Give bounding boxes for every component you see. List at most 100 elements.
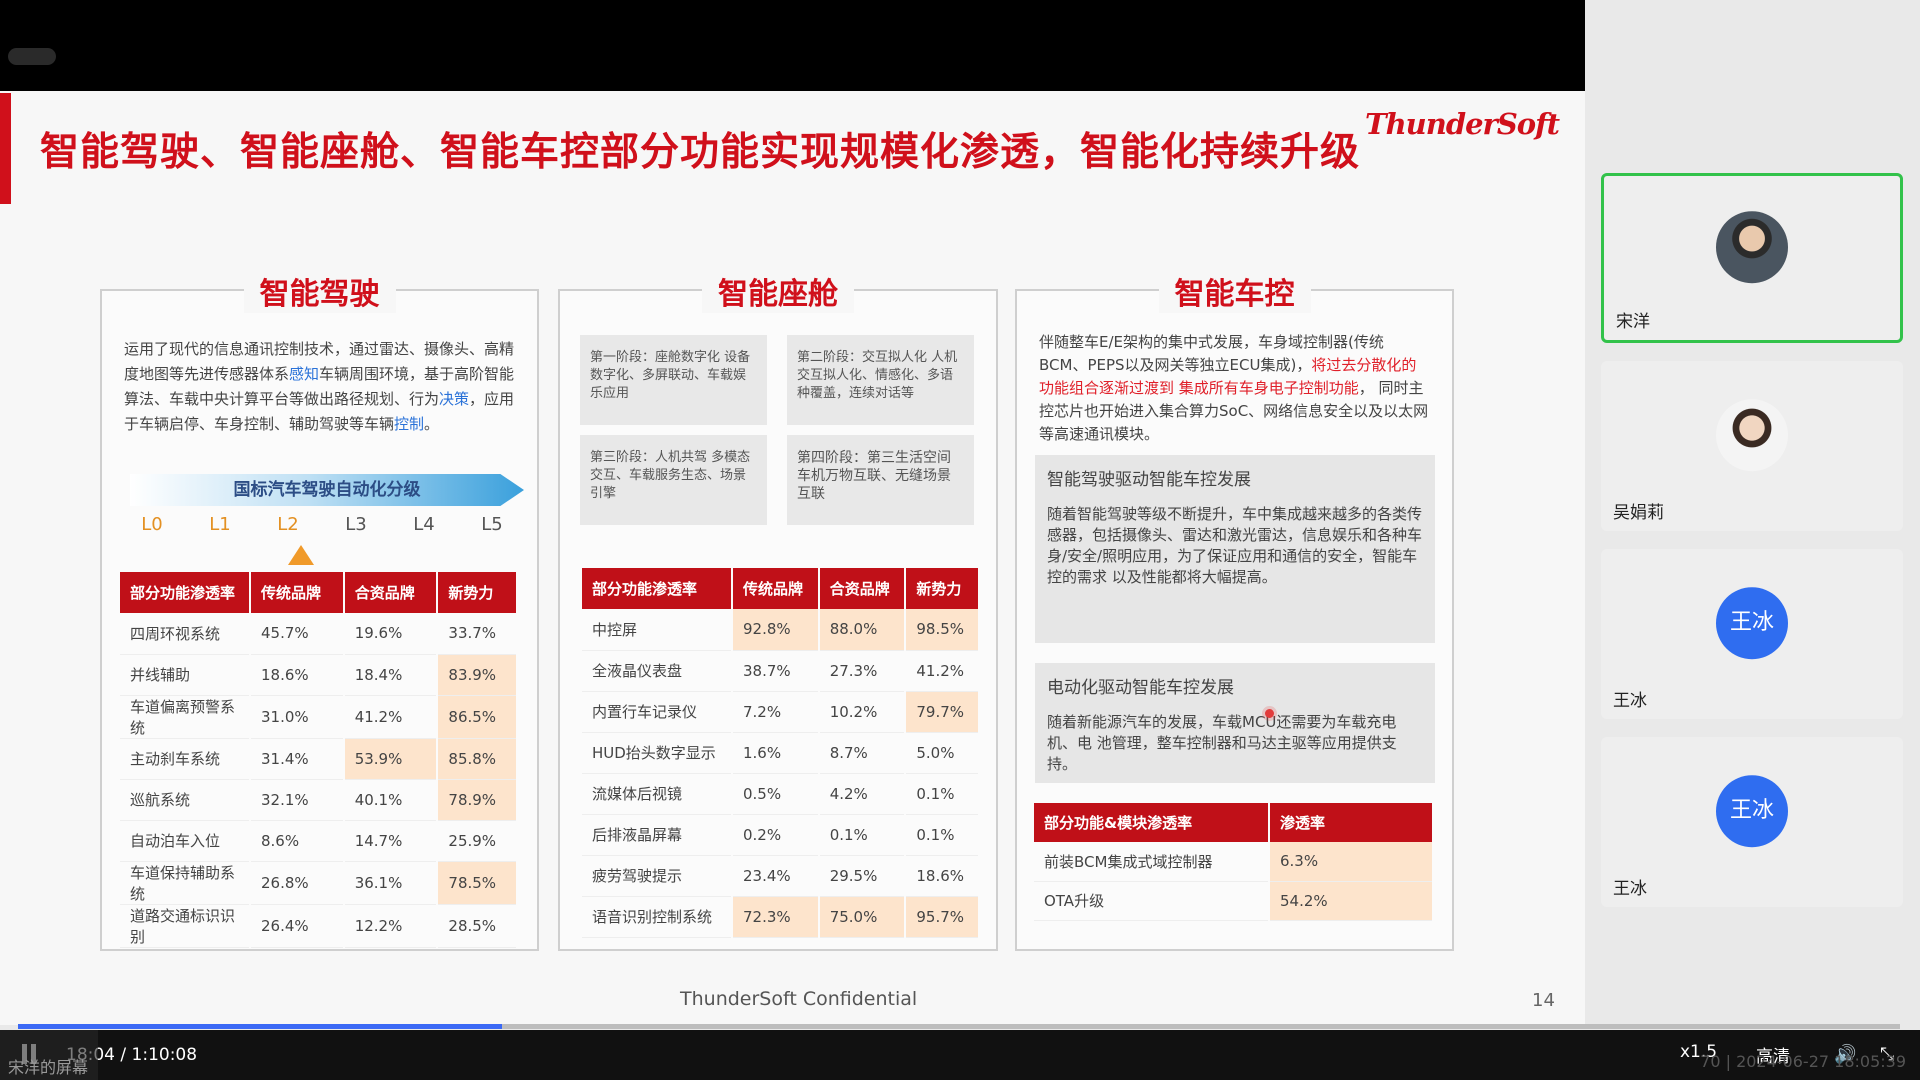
avatar [1716,211,1788,284]
playback-time: 18:04 / 1:10:08 [66,1045,198,1065]
table-header: 合资品牌 [818,568,907,609]
level-l4: L4 [413,514,435,535]
subsection-text: 随着新能源汽车的发展，车载MCU还需要为车载充电机、电 池管理，整车控制器和马达… [1047,713,1397,773]
table-cell: 18.6% [905,855,980,897]
participant-tile[interactable]: 吴娟莉 [1601,361,1903,531]
slide-page-number: 14 [1532,990,1555,1011]
table-cell: 98.5% [905,609,980,651]
table-cell: 95.7% [905,896,980,938]
table-row: 并线辅助 18.6% 18.4% 83.9% [120,654,518,696]
table-cell: 四周环视系统 [120,613,251,655]
table-cell: 25.9% [437,820,518,862]
participant-name: 宋洋 [1616,312,1650,332]
table-cell: 全液晶仪表盘 [582,650,733,692]
level-l3: L3 [345,514,367,535]
table-cell: 流媒体后视镜 [582,773,733,815]
cockpit-stage-3: 第三阶段：人机共驾 多模态交互、车载服务生态、场景引擎 [580,435,767,525]
panel-title: 智能驾驶 [243,269,396,313]
table-cell: 27.3% [818,650,907,692]
table-row: 疲劳驾驶提示 23.4% 29.5% 18.6% [582,855,980,897]
table-cell: 86.5% [437,695,518,739]
table-cell: 0.1% [818,814,907,856]
table-row: 前装BCM集成式域控制器 6.3% [1034,842,1434,882]
table-cell: 41.2% [905,650,980,692]
shared-slide: 智能驾驶、智能座舱、智能车控部分功能实现规模化渗透，智能化持续升级 Thunde… [0,91,1585,1025]
avatar [1716,399,1788,472]
level-marker-triangle-icon [288,545,314,565]
table-cell: 车道偏离预警系统 [120,695,251,739]
participant-name: 王冰 [1613,879,1647,899]
table-cell: 14.7% [343,820,439,862]
participant-tile-active[interactable]: 宋洋 [1601,173,1903,343]
control-subsection-driving: 智能驾驶驱动智能车控发展 随着智能驾驶等级不断提升，车中集成越来越多的各类传感器… [1035,455,1435,643]
control-subsection-electrification: 电动化驱动智能车控发展 随着新能源汽车的发展，车载MCU还需要为车载充电机、电 … [1035,663,1435,783]
table-row: 语音识别控制系统 72.3% 75.0% 95.7% [582,896,980,938]
table-cell: 车道保持辅助系统 [120,861,251,905]
window-control-pill[interactable] [8,48,56,65]
cockpit-penetration-table: 部分功能渗透率 传统品牌 合资品牌 新势力 中控屏 92.8% 88.0% 98.5%… [582,568,980,938]
level-l1: L1 [209,514,231,535]
table-row: 中控屏 92.8% 88.0% 98.5% [582,609,980,651]
driving-description: 运用了现代的信息通讯控制技术，通过雷达、摄像头、高精度地图等先进传感器体系感知车… [124,340,515,433]
table-cell: 5.0% [905,732,980,774]
subsection-title: 电动化驱动智能车控发展 [1047,678,1234,698]
table-row: HUD抬头数字显示 1.6% 8.7% 5.0% [582,732,980,774]
table-cell: 0.5% [732,773,820,815]
table-cell: 53.9% [343,738,439,780]
table-cell: 巡航系统 [120,779,251,821]
avatar: 王冰 [1716,587,1788,660]
table-row: OTA升级 54.2% [1034,881,1434,921]
table-cell: 31.0% [250,695,345,739]
table-row: 主动刹车系统 31.4% 53.9% 85.8% [120,738,518,780]
participant-tile[interactable]: 王冰 王冰 [1601,549,1903,719]
table-row: 道路交通标识识别 26.4% 12.2% 28.5% [120,904,518,948]
table-cell: 8.6% [250,820,345,862]
control-penetration-table: 部分功能&模块渗透率 渗透率 前装BCM集成式域控制器 6.3% OTA升级 54.… [1034,803,1434,921]
table-row: 自动泊车入位 8.6% 14.7% 25.9% [120,820,518,862]
playback-progress-bar[interactable] [18,1024,1900,1029]
table-cell: 后排液晶屏幕 [582,814,733,856]
watermark-stamp: 70 | 2024-06-27 18:05:39 [1700,1052,1906,1071]
table-cell: 并线辅助 [120,654,251,696]
participant-tile[interactable]: 王冰 王冰 [1601,737,1903,907]
speed-button[interactable]: x1.5 [1680,1042,1718,1062]
table-cell: 前装BCM集成式域控制器 [1034,842,1270,882]
table-cell: 36.1% [343,861,439,905]
table-cell: 0.1% [905,814,980,856]
table-cell: 4.2% [818,773,907,815]
table-cell: 18.4% [343,654,439,696]
table-cell: 主动刹车系统 [120,738,251,780]
table-cell: 道路交通标识识别 [120,904,251,948]
volume-icon[interactable]: 🔊 [1834,1044,1857,1065]
table-header: 传统品牌 [732,568,820,609]
exit-fullscreen-icon[interactable]: ⤡ [1880,1044,1895,1065]
top-black-bar [0,0,1585,91]
player-controls: 18:04 / 1:10:08 x1.5 高清 🔊 ⤡ [0,1030,1920,1080]
table-header: 部分功能渗透率 [120,572,251,613]
table-header: 部分功能渗透率 [582,568,733,609]
table-header: 传统品牌 [250,572,345,613]
table-cell: 0.1% [905,773,980,815]
table-row: 流媒体后视镜 0.5% 4.2% 0.1% [582,773,980,815]
table-header: 新势力 [905,568,980,609]
table-header: 渗透率 [1269,803,1434,842]
subsection-text: 随着智能驾驶等级不断提升，车中集成越来越多的各类传感器，包括摄像头、雷达和激光雷… [1047,505,1423,586]
table-header-row: 部分功能渗透率 传统品牌 合资品牌 新势力 [120,572,518,613]
panel-title: 智能车控 [1158,269,1311,313]
table-row: 车道偏离预警系统 31.0% 41.2% 86.5% [120,695,518,739]
table-cell: 45.7% [250,613,345,655]
cockpit-stage-1: 第一阶段：座舱数字化 设备数字化、多屏联动、车载娱乐应用 [580,335,767,425]
quality-button[interactable]: 高清 [1756,1047,1790,1067]
panel-smart-cockpit: 智能座舱 第一阶段：座舱数字化 设备数字化、多屏联动、车载娱乐应用 第二阶段：交… [558,269,998,951]
panel-smart-vehicle-control: 智能车控 伴随整车E/E架构的集中式发展，车身域控制器(传统BCM、PEPS以及… [1015,269,1454,951]
table-cell: 26.4% [250,904,345,948]
table-header-row: 部分功能渗透率 传统品牌 合资品牌 新势力 [582,568,980,609]
driving-penetration-table: 部分功能渗透率 传统品牌 合资品牌 新势力 四周环视系统 45.7% 19.6% 33… [120,572,518,948]
table-row: 四周环视系统 45.7% 19.6% 33.7% [120,613,518,655]
autonomy-levels: L0 L1 L2 L3 L4 L5 [132,514,512,535]
table-cell: 29.5% [818,855,907,897]
table-cell: 23.4% [732,855,820,897]
subsection-title: 智能驾驶驱动智能车控发展 [1047,470,1251,490]
table-cell: 32.1% [250,779,345,821]
